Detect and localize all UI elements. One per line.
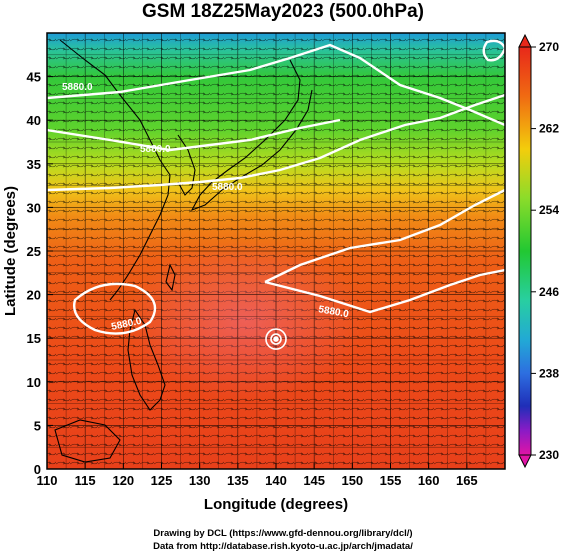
colorbar-bottom-arrow [518,454,532,469]
warm-core-region [125,240,365,400]
y-tick-label: 35 [27,157,41,172]
contour-west-cell [73,282,157,335]
colorbar-tick-label: 238 [539,366,559,380]
x-axis-ticks [46,463,468,469]
coastline-philippines [127,308,166,411]
coastline-taiwan [165,263,176,292]
typhoon-ring-inner [270,333,282,345]
contour-label: 5880.0 [62,82,93,93]
x-tick-label: 165 [456,473,478,488]
contour-subtropical [264,188,505,314]
coastline-china [59,39,171,301]
colorbar-tick-label: 246 [539,285,559,299]
lat-lon-grid [47,33,505,469]
contour-ne-cell [482,39,505,62]
contour-label: 5880.0 [317,304,349,320]
colorbar-tick-label: 262 [539,122,559,136]
contour-mid [47,93,505,192]
x-tick-label: 160 [418,473,440,488]
typhoon-ring-outer [265,328,287,350]
contour-label: 5880.0 [212,182,243,193]
coastlines [54,39,313,463]
contour-label: 5880.0 [140,144,171,155]
colorbar-body [518,46,532,456]
typhoon-center [265,328,287,350]
coastline-japan [190,59,313,212]
y-tick-label: 20 [27,288,41,303]
x-tick-label: 140 [265,473,287,488]
x-tick-label: 145 [303,473,325,488]
x-tick-labels: 110 115 120 125 130 135 140 145 150 155 160 165 [37,473,478,488]
y-axis-ticks [47,76,53,470]
colorbar-top-arrow [518,33,532,48]
contour-north [47,43,505,127]
y-tick-label: 25 [27,244,41,259]
chart-title: GSM 18Z25May2023 (500.0hPa) [142,1,424,22]
x-tick-label: 120 [112,473,134,488]
x-tick-label: 155 [380,473,402,488]
y-tick-label: 10 [27,375,41,390]
y-tick-label: 0 [34,462,41,477]
credit-data: Data from http://database.rish.kyoto-u.a… [153,541,413,552]
x-tick-label: 130 [189,473,211,488]
y-tick-label: 5 [34,418,41,433]
map-plot-area: 5880.0 5880.0 5880.0 5880.0 5880.0 [47,33,505,469]
coastline-borneo [54,419,121,463]
x-tick-label: 115 [75,473,96,488]
x-axis-title: Longitude (degrees) [204,496,348,513]
y-tick-label: 15 [27,331,41,346]
y-tick-label: 30 [27,200,41,215]
credit-drawing: Drawing by DCL (https://www.gfd-dennou.o… [153,528,413,539]
x-tick-label: 125 [151,473,173,488]
y-axis-title: Latitude (degrees) [2,186,19,316]
y-tick-label: 45 [27,70,41,85]
x-tick-label: 135 [227,473,249,488]
colorbar-ticks [531,46,536,456]
typhoon-eye [273,336,279,342]
colorbar: 270 262 254 246 238 230 [518,33,559,469]
contours-5880 [47,39,505,335]
y-tick-label: 40 [27,113,41,128]
y-tick-labels: 0 5 10 15 20 25 30 35 40 45 [27,70,41,477]
contour-mid-north [47,118,341,152]
colorbar-tick-label: 270 [539,40,559,54]
colorbar-tick-label: 230 [539,448,559,462]
colorbar-labels: 270 262 254 246 238 230 [539,40,559,462]
colorbar-tick-label: 254 [539,203,559,217]
x-tick-label: 110 [37,473,58,488]
x-tick-label: 150 [341,473,363,488]
